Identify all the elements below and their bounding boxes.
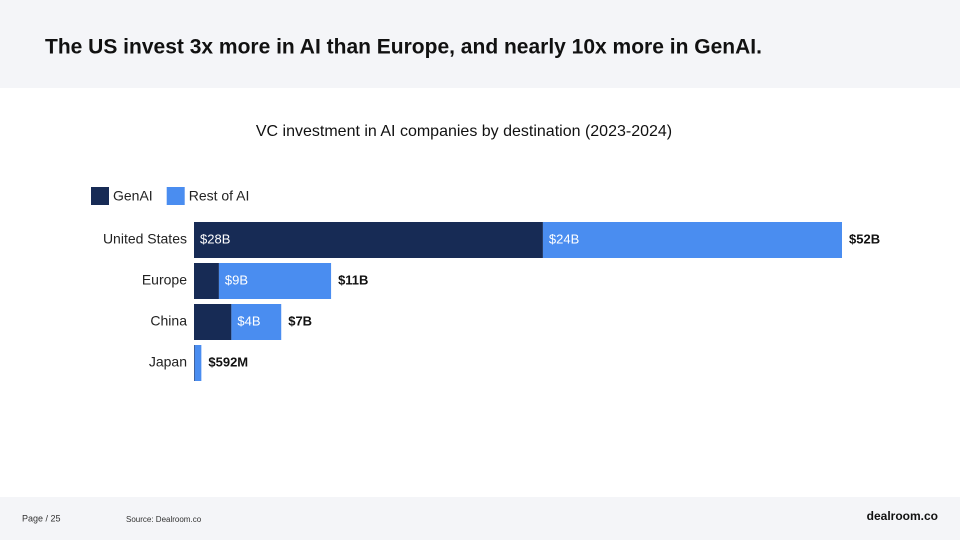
bar-segment: [218, 263, 332, 299]
value-label: $4B: [237, 313, 260, 328]
bar-segment: [194, 222, 543, 258]
category-label: Japan: [149, 354, 187, 370]
legend-swatch: [91, 187, 109, 205]
value-label: $9B: [225, 272, 248, 287]
slide-title: The US invest 3x more in AI than Europe,…: [45, 36, 762, 59]
legend-swatch: [166, 187, 185, 205]
footer-band: [0, 497, 960, 540]
page-number: Page / 25: [22, 513, 61, 523]
chart-title: VC investment in AI companies by destina…: [256, 123, 672, 140]
category-label: China: [150, 313, 187, 329]
bar-segment: [194, 345, 202, 381]
total-label: $7B: [288, 313, 312, 328]
legend-label: Rest of AI: [189, 188, 250, 204]
bar-segment: [542, 222, 842, 258]
total-label: $592M: [208, 354, 248, 369]
bar-segment: [194, 345, 195, 381]
bar-segment: [194, 263, 219, 299]
bar-segment: [231, 304, 282, 340]
total-label: $11B: [338, 272, 368, 287]
category-label: United States: [103, 231, 187, 247]
category-label: Europe: [142, 272, 187, 288]
total-label: $52B: [849, 231, 880, 246]
value-label: $28B: [200, 231, 230, 246]
value-label: $24B: [549, 231, 579, 246]
source: Source: Dealroom.co: [126, 515, 202, 524]
legend-label: GenAI: [113, 188, 153, 204]
brand: dealroom.co: [867, 509, 938, 523]
header-band: [0, 0, 960, 88]
bar-segment: [194, 304, 232, 340]
